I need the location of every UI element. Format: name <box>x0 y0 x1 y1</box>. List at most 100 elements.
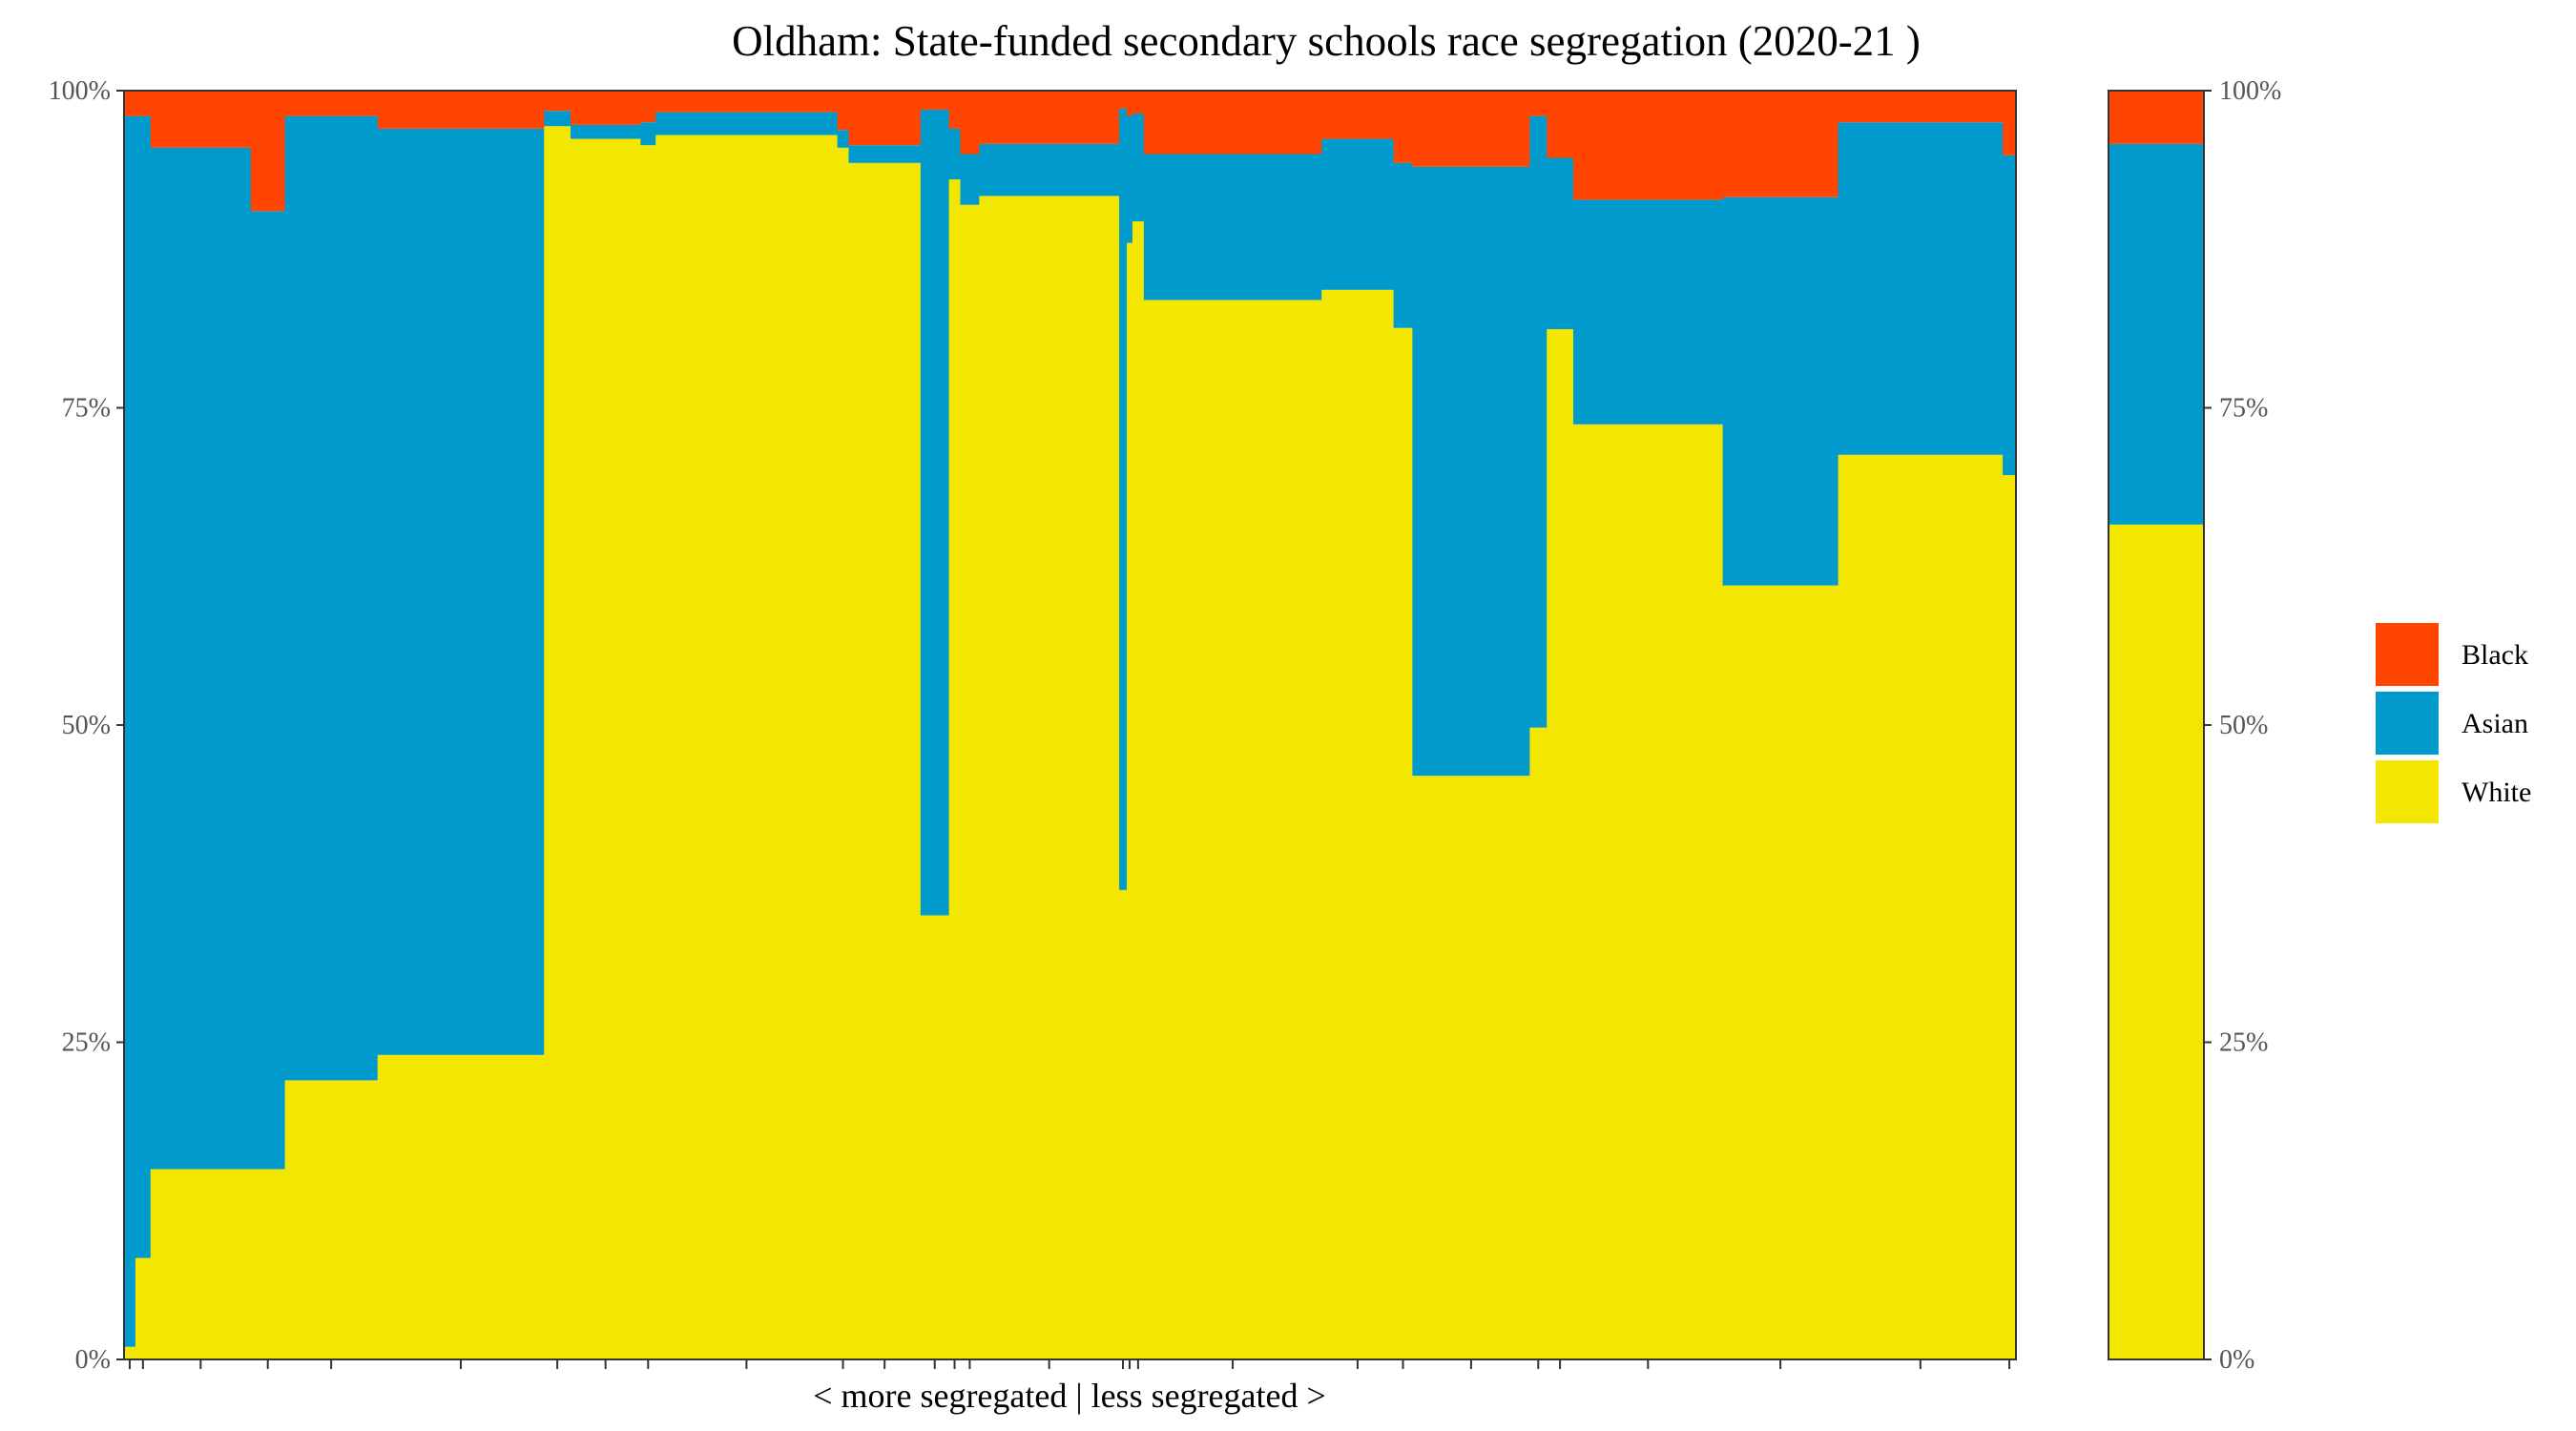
bar-black-3 <box>250 91 286 212</box>
bar-asian-23 <box>1529 115 1548 728</box>
overall-bar-white <box>2109 524 2204 1359</box>
bar-asian-17 <box>1126 115 1133 243</box>
bar-white-25 <box>1572 424 1724 1359</box>
bar-white-24 <box>1547 329 1574 1359</box>
bar-white-12 <box>920 915 950 1359</box>
bar-asian-1 <box>135 115 152 1258</box>
bar-black-21 <box>1393 91 1414 163</box>
overall-bar-asian <box>2109 143 2204 525</box>
bar-asian-2 <box>150 147 252 1170</box>
bar-asian-28 <box>2003 155 2017 475</box>
bar-black-4 <box>284 91 379 116</box>
bar-white-20 <box>1321 289 1395 1359</box>
legend-swatch-white <box>2376 760 2439 823</box>
bar-black-10 <box>837 91 850 131</box>
bar-asian-21 <box>1393 162 1414 328</box>
bar-white-27 <box>1838 454 2004 1360</box>
bar-black-13 <box>948 91 962 129</box>
bar-black-18 <box>1132 91 1145 114</box>
overall-plot-bars <box>2109 91 2204 1359</box>
bar-black-16 <box>1119 91 1128 109</box>
bar-asian-7 <box>570 124 641 139</box>
bar-black-19 <box>1143 91 1322 155</box>
legend-label-black: Black <box>2462 639 2528 671</box>
chart-title: Oldham: State-funded secondary schools r… <box>732 17 1921 65</box>
bar-white-0 <box>124 1346 136 1359</box>
bar-black-15 <box>979 91 1120 144</box>
bar-black-23 <box>1529 91 1548 116</box>
y-tick-label-right: 25% <box>2219 1028 2268 1058</box>
bar-asian-12 <box>920 109 950 916</box>
bar-black-14 <box>960 91 980 155</box>
legend-swatch-asian <box>2376 692 2439 755</box>
y-tick-label-left: 50% <box>62 711 111 740</box>
y-tick-label-left: 100% <box>49 76 111 106</box>
bar-white-19 <box>1143 300 1322 1360</box>
bar-black-7 <box>570 91 641 125</box>
bar-asian-10 <box>837 130 850 148</box>
bar-asian-5 <box>377 128 545 1055</box>
bar-black-12 <box>920 91 950 110</box>
bar-white-14 <box>960 204 980 1360</box>
bar-white-15 <box>979 196 1120 1359</box>
y-tick-label-right: 75% <box>2219 394 2268 424</box>
bar-black-24 <box>1547 91 1574 158</box>
bar-asian-0 <box>124 115 136 1347</box>
bar-black-25 <box>1572 91 1724 200</box>
bar-white-8 <box>640 145 656 1360</box>
legend-label-white: White <box>2462 777 2531 808</box>
y-tick-label-right: 100% <box>2219 76 2281 106</box>
bar-white-16 <box>1119 889 1128 1359</box>
legend-swatch-black <box>2376 623 2439 686</box>
bar-asian-9 <box>655 112 839 135</box>
bar-black-11 <box>848 91 922 146</box>
bar-white-18 <box>1132 220 1145 1360</box>
bar-black-27 <box>1838 91 2004 123</box>
bar-black-28 <box>2003 91 2017 156</box>
bar-asian-15 <box>979 143 1120 197</box>
bar-black-17 <box>1126 91 1133 116</box>
bar-asian-16 <box>1119 108 1128 890</box>
bar-asian-6 <box>544 111 571 127</box>
bar-black-20 <box>1321 91 1395 139</box>
bar-asian-14 <box>960 154 980 205</box>
bar-black-2 <box>150 91 252 148</box>
y-tick-label-right: 0% <box>2219 1345 2254 1375</box>
bar-black-8 <box>640 91 656 123</box>
y-tick-label-left: 25% <box>62 1028 111 1058</box>
bar-white-28 <box>2003 474 2017 1359</box>
y-tick-label-right: 50% <box>2219 711 2268 740</box>
bar-asian-11 <box>848 145 922 163</box>
bar-asian-13 <box>948 128 962 180</box>
bar-white-9 <box>655 135 839 1359</box>
bar-white-21 <box>1393 327 1414 1360</box>
bar-black-26 <box>1722 91 1839 197</box>
bar-asian-27 <box>1838 122 2004 455</box>
bar-black-1 <box>135 91 152 116</box>
y-tick-label-left: 75% <box>62 394 111 424</box>
y-axis-right: 0% 25% 50% 75% 100% <box>2204 76 2281 1375</box>
bar-black-9 <box>655 91 839 113</box>
bar-white-3 <box>250 1169 286 1359</box>
bar-white-2 <box>150 1169 252 1359</box>
bar-white-11 <box>848 162 922 1359</box>
bar-asian-22 <box>1412 166 1530 777</box>
bar-asian-4 <box>284 115 379 1081</box>
bar-white-4 <box>284 1080 379 1359</box>
x-axis-ticks <box>128 1359 2011 1369</box>
bar-white-6 <box>544 126 571 1360</box>
bar-asian-26 <box>1722 197 1839 586</box>
bar-black-0 <box>124 91 136 116</box>
bar-white-17 <box>1126 242 1133 1360</box>
bar-black-5 <box>377 91 545 129</box>
bar-asian-20 <box>1321 138 1395 290</box>
bar-asian-8 <box>640 122 656 146</box>
x-axis-label: < more segregated | less segregated > <box>813 1377 1326 1415</box>
bar-black-6 <box>544 91 571 112</box>
bar-white-22 <box>1412 776 1530 1359</box>
bar-white-5 <box>377 1054 545 1359</box>
bar-white-1 <box>135 1257 152 1359</box>
bar-asian-19 <box>1143 154 1322 301</box>
bar-asian-24 <box>1547 157 1574 330</box>
